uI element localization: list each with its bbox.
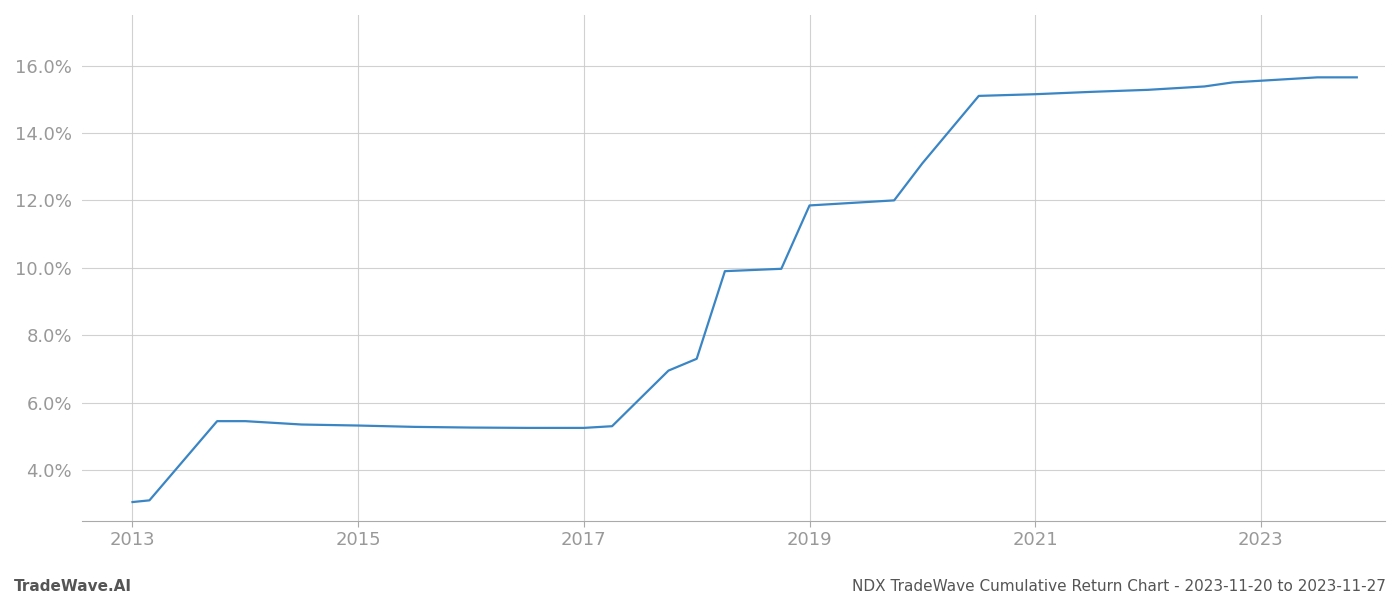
- Text: TradeWave.AI: TradeWave.AI: [14, 579, 132, 594]
- Text: NDX TradeWave Cumulative Return Chart - 2023-11-20 to 2023-11-27: NDX TradeWave Cumulative Return Chart - …: [853, 579, 1386, 594]
